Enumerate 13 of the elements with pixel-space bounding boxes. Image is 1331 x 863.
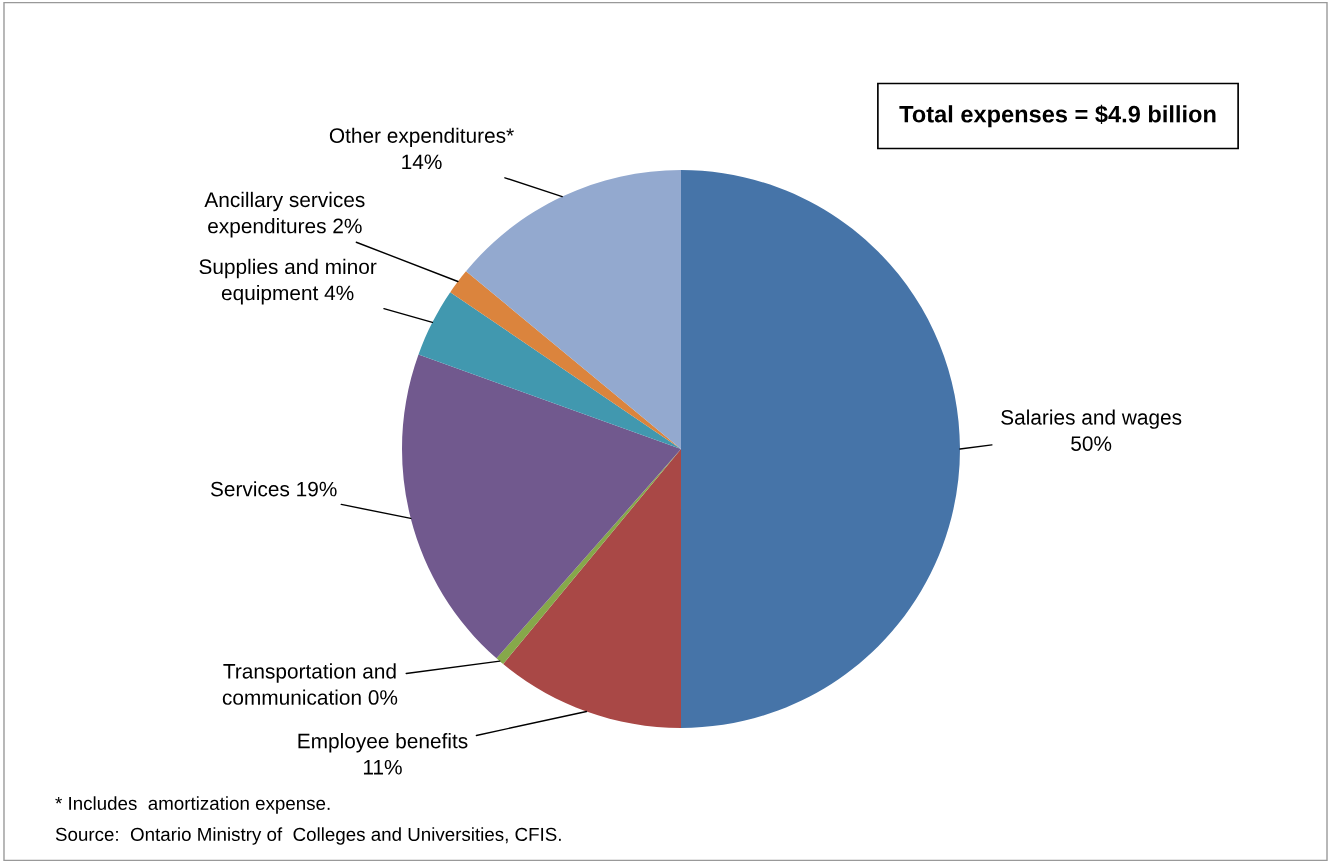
chart-title: Total expenses = $4.9 billion: [899, 104, 1216, 128]
slice-label: Transportation and communication 0%: [222, 663, 398, 705]
source-note: Source: Ontario Ministry of Colleges and Universities, CFIS.: [55, 827, 561, 845]
data-label: 50%: [1071, 436, 1112, 451]
slice-label: Salaries and wages: [1001, 409, 1182, 429]
slice-label: Other expenditures*: [329, 127, 514, 148]
slice-label: Supplies and minor equipment 4%: [199, 258, 377, 305]
slice-label: Employee benefits: [298, 733, 468, 753]
data-label: 14%: [402, 154, 442, 170]
slice-label: Services 19%: [210, 481, 337, 497]
slice-label: Ancillary services expenditures 2%: [204, 191, 365, 238]
data-label: 11%: [363, 759, 402, 775]
text: * Includes amortization expense.: [55, 796, 330, 814]
